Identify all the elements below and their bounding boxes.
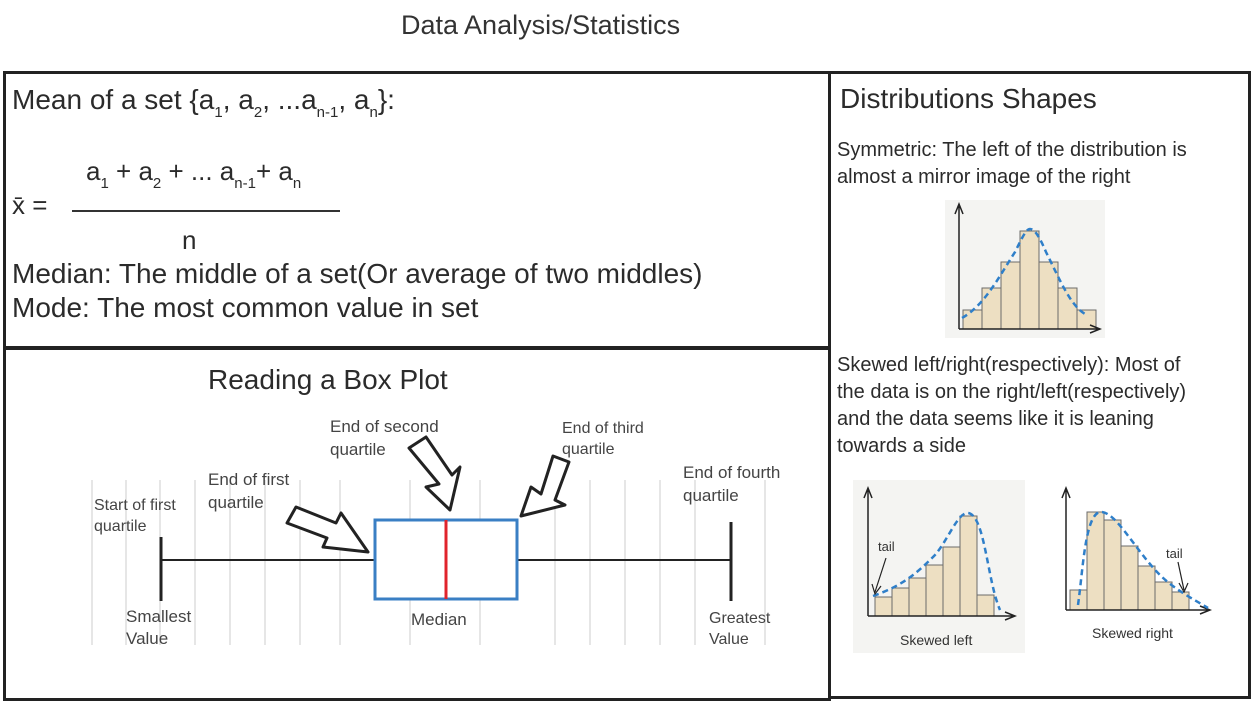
arrow-third-quartile: [519, 454, 571, 518]
label-end-first: End of first quartile: [208, 470, 290, 512]
skewed-right-histogram: [1061, 480, 1213, 648]
arrow-median: [407, 435, 462, 512]
mean-denominator: n: [182, 225, 197, 255]
label-smallest: Smallest Value: [126, 607, 192, 648]
tail-label-right: tail: [1166, 546, 1183, 561]
distribution-title: Distributions Shapes: [840, 83, 1097, 114]
distribution-panel: [828, 71, 1251, 699]
symmetric-histogram: [945, 200, 1105, 338]
arrow-first-quartile: [285, 505, 370, 554]
label-end-fourth: End of fourth quartile: [683, 463, 781, 505]
caption-skewed-right: Skewed right: [1092, 625, 1173, 641]
boxplot-title: Reading a Box Plot: [208, 364, 448, 395]
mean-heading: Mean of a set {a1, a2, ...an-1, an}:: [12, 84, 395, 121]
xbar-label: x̄ =: [12, 190, 48, 220]
mode-definition: Mode: The most common value in set: [12, 292, 479, 323]
label-greatest: Greatest Value: [709, 610, 771, 648]
label-median: Median: [411, 610, 467, 629]
median-definition: Median: The middle of a set(Or average o…: [12, 258, 703, 289]
skewed-description: Skewed left/right(respectively): Most of…: [837, 354, 1187, 457]
label-end-third: End of third quartile: [562, 420, 644, 458]
caption-skewed-left: Skewed left: [900, 632, 972, 648]
skewed-left-histogram: [853, 480, 1025, 653]
mean-numerator: a1 + a2 + ... an-1+ an: [86, 156, 302, 192]
label-end-second: End of second quartile: [330, 417, 439, 459]
symmetric-description: Symmetric: The left of the distribution …: [837, 139, 1187, 188]
boxplot-diagram: [91, 435, 766, 645]
tail-label-left: tail: [878, 539, 895, 554]
label-start-first: Start of first quartile: [94, 497, 176, 535]
page-title: Data Analysis/Statistics: [401, 10, 681, 40]
fraction-bar: [72, 210, 340, 212]
